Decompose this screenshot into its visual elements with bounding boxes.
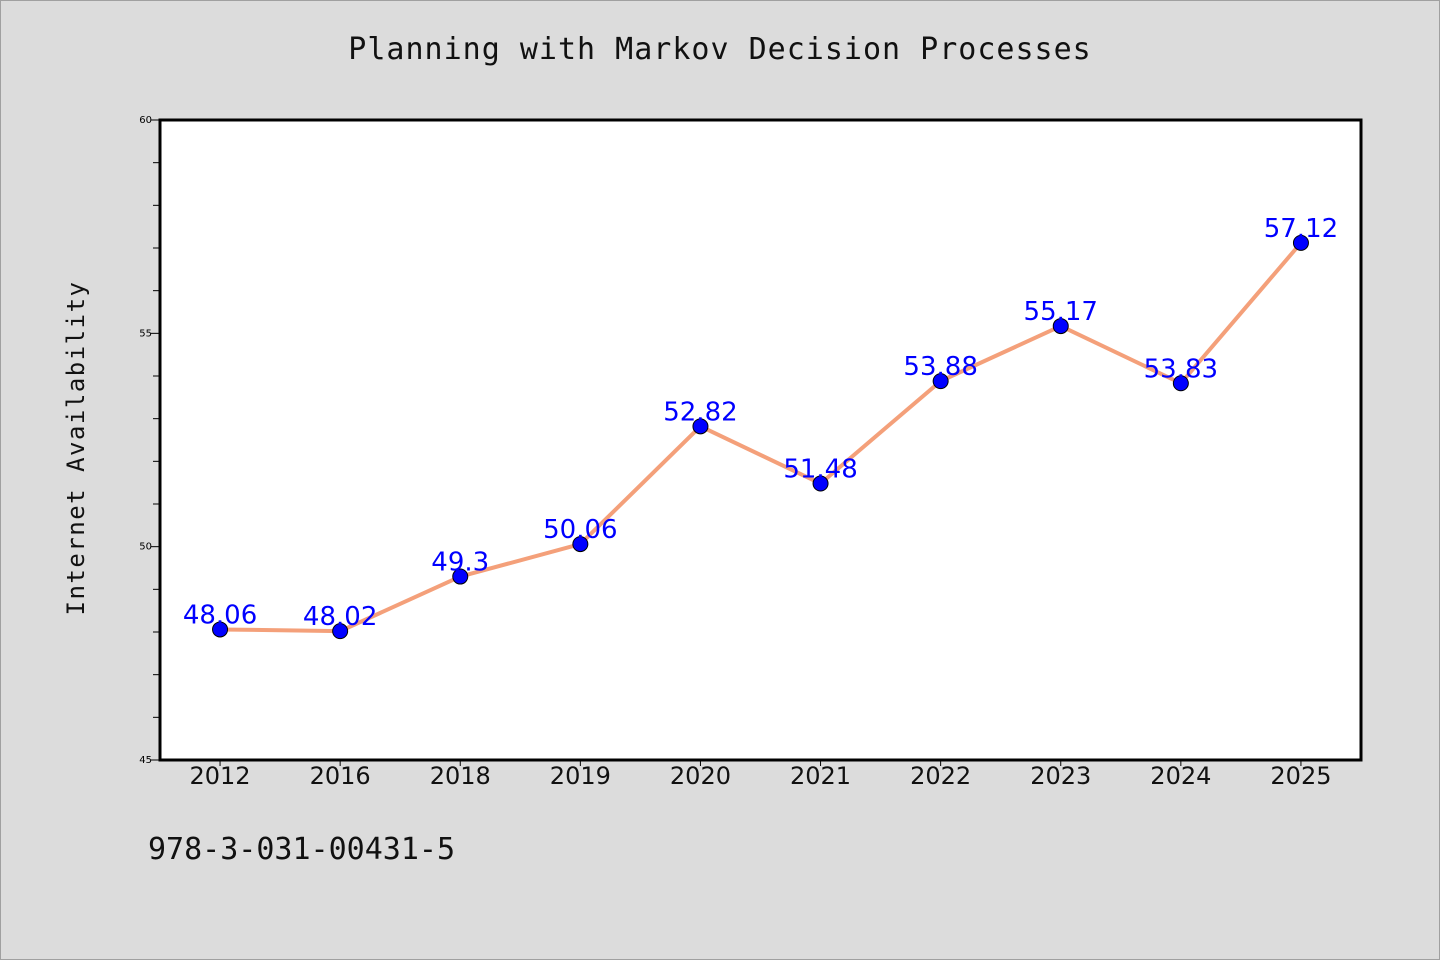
x-tick-label: 2024 <box>1150 762 1211 790</box>
data-point <box>1052 318 1069 335</box>
data-point <box>1292 234 1309 251</box>
x-tick-label: 2023 <box>1030 762 1091 790</box>
x-tick-label: 2018 <box>430 762 491 790</box>
data-label: 51.48 <box>783 455 857 485</box>
x-tick-label: 2021 <box>790 762 851 790</box>
x-tick-label: 2020 <box>670 762 731 790</box>
y-tick-label: 60 <box>139 115 152 126</box>
data-label: 53.88 <box>903 352 977 382</box>
x-tick-label: 2016 <box>310 762 371 790</box>
data-label: 52.82 <box>663 397 737 427</box>
data-label: 48.06 <box>183 600 257 630</box>
data-label: 50.06 <box>543 515 617 545</box>
x-tick-label: 2025 <box>1270 762 1331 790</box>
data-point <box>332 623 349 640</box>
footer-isbn: 978-3-031-00431-5 <box>148 832 456 867</box>
chart-title: Planning with Markov Decision Processes <box>348 32 1092 67</box>
data-label: 55.17 <box>1024 297 1098 327</box>
data-point <box>1172 375 1189 392</box>
y-tick-label: 50 <box>139 542 152 553</box>
data-point <box>692 418 709 435</box>
data-point <box>212 621 229 638</box>
data-label: 49.3 <box>431 548 489 578</box>
plot-area <box>160 120 1361 760</box>
data-point <box>812 475 829 492</box>
data-point <box>452 568 469 585</box>
series-line <box>220 241 1303 634</box>
y-tick-label: 55 <box>139 328 152 339</box>
x-tick-label: 2012 <box>190 762 251 790</box>
data-point <box>572 536 589 553</box>
x-tick-label: 2022 <box>910 762 971 790</box>
data-label: 48.02 <box>303 602 377 632</box>
data-label: 53.83 <box>1144 354 1218 384</box>
data-point <box>932 373 949 390</box>
plot-border <box>158 118 1363 762</box>
y-tick-label: 45 <box>139 755 152 766</box>
data-label: 57.12 <box>1264 214 1338 244</box>
x-tick-label: 2019 <box>550 762 611 790</box>
